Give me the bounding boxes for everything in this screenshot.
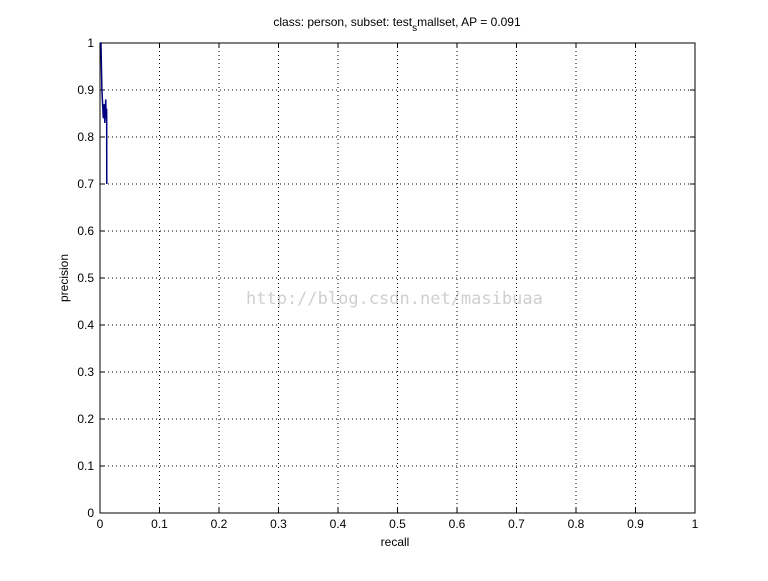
x-tick-label: 0.1 xyxy=(151,517,168,531)
y-tick-label: 1 xyxy=(87,36,94,50)
series-layer xyxy=(100,42,108,185)
y-tick-label: 0.3 xyxy=(77,365,94,379)
x-tick-label: 0.4 xyxy=(330,517,347,531)
x-axis-label: recall xyxy=(381,535,410,549)
x-tick-label: 0.8 xyxy=(568,517,585,531)
y-tick-label: 0.1 xyxy=(77,459,94,473)
y-tick-label: 0.8 xyxy=(77,130,94,144)
y-tick-label: 0.5 xyxy=(77,271,94,285)
axis-ticks: 0 0.1 0.2 0.3 0.4 0.5 0.6 0.7 0.8 0.9 1 0 0.1 0.2 0.3 0… xyxy=(77,36,698,531)
x-tick-label: 0.9 xyxy=(627,517,644,531)
grid xyxy=(100,43,695,513)
x-tick-label: 0.3 xyxy=(270,517,287,531)
y-tick-label: 0 xyxy=(87,506,94,520)
chart-title-subscript: s xyxy=(412,23,417,34)
x-tick-label: 0 xyxy=(97,517,104,531)
x-tick-label: 0.7 xyxy=(508,517,525,531)
chart-title-rest: mallset, AP = 0.091 xyxy=(417,15,521,29)
y-axis-label: precision xyxy=(57,254,71,302)
x-tick-label: 0.6 xyxy=(449,517,466,531)
x-tick-label: 0.2 xyxy=(211,517,228,531)
y-tick-label: 0.2 xyxy=(77,412,94,426)
chart-title-main: class: person, subset: test xyxy=(273,15,412,29)
y-tick-label: 0.9 xyxy=(77,83,94,97)
y-tick-label: 0.6 xyxy=(77,224,94,238)
watermark-text: http://blog.csdn.net/masibuaa xyxy=(246,289,543,309)
x-tick-label: 0.5 xyxy=(389,517,406,531)
y-tick-label: 0.7 xyxy=(77,177,94,191)
chart-title: class: person, subset: testsmallset, AP … xyxy=(273,15,521,34)
y-tick-label: 0.4 xyxy=(77,318,94,332)
pr-curve-line xyxy=(100,42,108,185)
x-tick-label: 1 xyxy=(692,517,699,531)
plot-area-frame xyxy=(99,42,696,514)
